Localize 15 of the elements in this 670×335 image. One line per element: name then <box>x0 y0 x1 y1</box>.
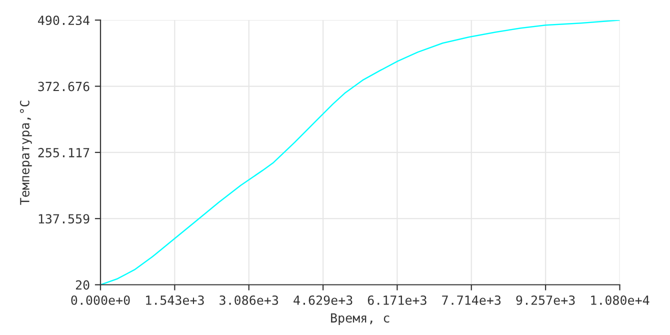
y-tick-label: 255.117 <box>38 148 90 158</box>
x-tick-label: 3.086e+3 <box>220 295 278 305</box>
x-tick-label: 1.543e+3 <box>146 295 204 305</box>
x-tick-label: 7.714e+3 <box>442 295 501 305</box>
x-tick-label: 6.171e+3 <box>368 295 426 305</box>
x-tick-label: 1.080e+4 <box>591 295 650 305</box>
y-tick-label: 20 <box>76 280 90 290</box>
x-tick-label: 9.257e+3 <box>516 295 575 305</box>
x-tick-label: 4.629e+3 <box>294 295 352 305</box>
y-tick-label: 372.676 <box>38 82 90 92</box>
x-tick-label: 0.000e+0 <box>71 295 130 305</box>
y-axis-title: Температура,°C <box>20 100 32 205</box>
x-axis-title: Время, с <box>331 313 390 326</box>
y-tick-label: 490.234 <box>38 16 90 26</box>
y-tick-label: 137.559 <box>38 214 90 224</box>
